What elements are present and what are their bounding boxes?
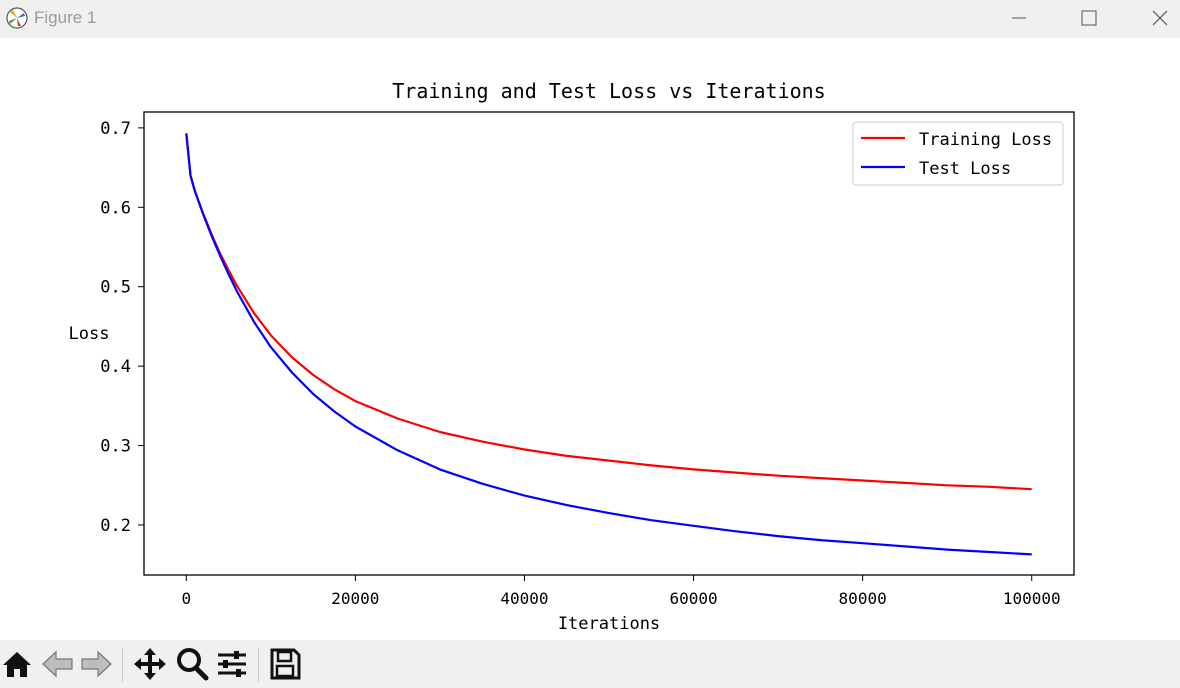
legend: Training Loss Test Loss — [852, 121, 1064, 186]
matplotlib-logo-icon — [6, 7, 28, 29]
forward-arrow-icon — [81, 650, 112, 678]
y-tick-label: 0.3 — [100, 437, 131, 457]
y-tick-label: 0.6 — [100, 198, 131, 218]
toolbar-separator — [258, 648, 259, 682]
minimize-button[interactable] — [986, 0, 1054, 38]
toolbar-separator — [122, 648, 123, 682]
figure-canvas: Training and Test Loss vs Iterations 0 20… — [0, 38, 1180, 638]
forward-button[interactable] — [78, 646, 114, 682]
maximize-icon — [1081, 10, 1097, 26]
x-tick-label: 40000 — [500, 589, 548, 608]
y-axis: 0.2 0.3 0.4 0.5 0.6 0.7 — [100, 119, 144, 536]
back-arrow-icon — [42, 650, 73, 678]
chart-title: Training and Test Loss vs Iterations — [392, 79, 825, 103]
x-tick-label: 0 — [181, 589, 191, 608]
zoom-icon — [177, 648, 209, 681]
x-tick-label: 80000 — [839, 589, 887, 608]
x-axis: 0 20000 40000 60000 80000 100000 — [181, 575, 1061, 608]
configure-subplots-button[interactable] — [214, 646, 250, 682]
series-line-test-loss — [185, 133, 1032, 556]
legend-label-training-loss: Training Loss — [919, 130, 1052, 150]
y-tick-label: 0.5 — [100, 278, 131, 298]
plot-area — [143, 111, 1075, 576]
x-tick-label: 100000 — [1003, 589, 1061, 608]
save-button[interactable] — [267, 646, 303, 682]
x-tick-label: 20000 — [331, 589, 379, 608]
window-title: Figure 1 — [34, 8, 97, 27]
back-button[interactable] — [40, 646, 76, 682]
y-axis-label: Loss — [69, 324, 110, 344]
pan-icon — [134, 648, 166, 680]
close-button[interactable] — [1122, 0, 1180, 38]
line-chart: Training and Test Loss vs Iterations 0 20… — [69, 79, 1075, 634]
save-icon — [270, 648, 301, 680]
configure-subplots-icon — [218, 651, 246, 677]
navigation-toolbar — [0, 640, 1180, 688]
y-tick-label: 0.2 — [100, 516, 131, 536]
close-icon — [1152, 10, 1168, 26]
home-button[interactable] — [0, 646, 36, 682]
x-axis-label: Iterations — [558, 614, 660, 634]
window-titlebar: Figure 1 — [0, 0, 1180, 38]
series-lines — [185, 133, 1032, 556]
legend-frame — [852, 121, 1064, 186]
maximize-button[interactable] — [1054, 0, 1122, 38]
y-tick-label: 0.7 — [100, 119, 131, 139]
minimize-icon — [1012, 17, 1026, 19]
zoom-button[interactable] — [174, 646, 210, 682]
legend-label-test-loss: Test Loss — [919, 159, 1011, 179]
pan-button[interactable] — [132, 646, 168, 682]
x-tick-label: 60000 — [669, 589, 717, 608]
y-tick-label: 0.4 — [100, 357, 131, 377]
home-icon — [3, 652, 31, 677]
